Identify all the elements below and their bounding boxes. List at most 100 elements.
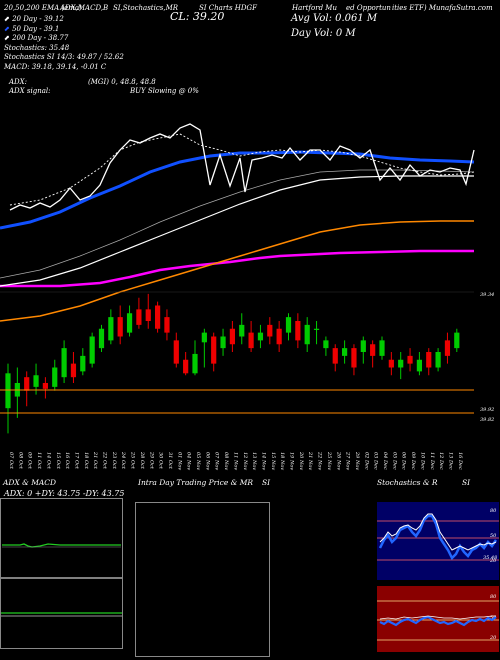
candle-body (33, 375, 39, 387)
candle-body (426, 352, 432, 368)
x-tick-label: 12 Dec (438, 452, 444, 470)
candlestick (444, 332, 451, 364)
candlestick (183, 352, 189, 376)
candle-body (126, 313, 133, 333)
candle-body (98, 328, 105, 349)
candle-body (183, 359, 189, 374)
candlestick (220, 328, 226, 356)
candlestick (155, 301, 161, 333)
candle-body (80, 355, 86, 372)
x-tick-label: 08 Nov (223, 452, 229, 470)
candle-body (24, 377, 30, 391)
legend-ema50: ⬈ 50 Day - 39.1 (4, 24, 60, 33)
adx-signal-value: BUY Slowing @ 0% (130, 87, 199, 95)
x-tick-label: 18 Oct (83, 452, 89, 470)
candlestick (370, 340, 376, 368)
x-tick-label: 13 Nov (251, 452, 257, 470)
candle-body (267, 324, 273, 337)
candlestick (61, 340, 67, 383)
candlestick (164, 309, 170, 341)
x-tick-label: 15 Nov (270, 452, 276, 470)
candlestick (304, 317, 310, 352)
candle-body (201, 332, 207, 343)
x-tick-label: 05 Dec (391, 452, 397, 470)
candle-body (295, 321, 301, 341)
x-tick-label: 28 Oct (139, 451, 145, 470)
x-tick-label: 14 Nov (260, 452, 266, 470)
candle-body (136, 309, 142, 325)
candle-body (173, 340, 179, 364)
svg-text:80: 80 (490, 594, 497, 600)
candle-body (370, 344, 376, 356)
x-tick-label: 04 Nov (186, 452, 192, 470)
candlestick (14, 367, 20, 418)
x-tick-label: 17 Oct (73, 452, 79, 470)
x-tick-label: 21 Nov (307, 451, 313, 470)
candlestick (416, 352, 422, 376)
price-label-top: 39.34 (480, 292, 494, 298)
candlestick (108, 309, 114, 345)
close-price-label: CL: 39.20 (170, 10, 225, 23)
magenta-line (0, 249, 474, 288)
x-tick-label: 10 Dec (419, 452, 425, 470)
intraday-panel-title: Intra Day Trading Price & MR (138, 478, 254, 487)
candle-body (42, 383, 48, 389)
x-tick-label: 22 Nov (317, 451, 323, 470)
candlestick (398, 352, 404, 380)
candlestick (285, 313, 292, 341)
candlestick (351, 344, 357, 376)
x-tick-label: 11 Dec (429, 452, 435, 470)
x-tick-label: 29 Oct (148, 451, 154, 470)
candle-body (117, 317, 123, 337)
avg-volume-label: Avg Vol: 0.061 M (291, 13, 378, 24)
candlestick (192, 340, 198, 376)
x-tick-label: 14 Oct (45, 452, 51, 470)
candle-body (313, 328, 320, 330)
candlestick (33, 363, 39, 395)
candle-body (435, 352, 441, 368)
price-label-low: 39.82 (480, 417, 494, 423)
legend-macd: MACD: 39.18, 39.14, -0.01 C (4, 62, 107, 71)
orange-line (0, 220, 474, 322)
candle-body (155, 305, 161, 329)
candle-body (248, 332, 254, 349)
candlestick (229, 321, 235, 352)
candlestick (454, 328, 460, 352)
stoch-panel-title: Stochastics & R (377, 478, 438, 487)
candle-body (398, 359, 404, 368)
grey-envelope-line (0, 169, 475, 279)
adx-value: (MGI) 0, 48.8, 48.8 (88, 78, 156, 86)
candlestick (173, 332, 179, 368)
legend-stoch-si: Stochastics SI 14/3: 49.87 / 52.62 (4, 53, 124, 61)
candle-body (239, 324, 245, 337)
x-tick-label: 06 Dec (401, 452, 407, 470)
x-tick-label: 27 Nov (345, 451, 351, 470)
candlestick (323, 336, 329, 356)
x-tick-label: 08 Oct (17, 452, 23, 470)
candlestick (5, 363, 11, 434)
candlestick (136, 297, 142, 329)
candlestick (332, 344, 338, 372)
candlestick (342, 340, 348, 364)
candle-body (145, 309, 151, 321)
candlestick (117, 305, 123, 345)
x-tick-label: 11 Oct (36, 452, 42, 470)
candle-body (164, 317, 170, 333)
candle-body (220, 336, 226, 349)
candlestick (52, 359, 58, 391)
x-tick-label: 12 Nov (242, 452, 248, 470)
x-tick-label: 11 Nov (232, 452, 238, 470)
x-tick-label: 15 Oct (55, 452, 61, 470)
svg-text:20: 20 (489, 558, 497, 564)
legend-ema20: ⬈ 20 Day - 39.12 (4, 15, 64, 23)
adx-panel-values: ADX: 0 +DY: 43.75 -DY: 43.75 (4, 489, 125, 498)
svg-text:20: 20 (489, 635, 497, 641)
x-tick-label: 07 Nov (214, 452, 220, 470)
svg-text:80: 80 (490, 508, 497, 514)
candle-body (70, 363, 77, 378)
header-fund-name-2: ed Opportun (346, 4, 391, 12)
candle-body (61, 348, 67, 378)
candlestick (313, 321, 320, 345)
legend-ema200: ⬈ 200 Day - 38.77 (4, 34, 69, 42)
svg-text:50: 50 (490, 533, 497, 539)
